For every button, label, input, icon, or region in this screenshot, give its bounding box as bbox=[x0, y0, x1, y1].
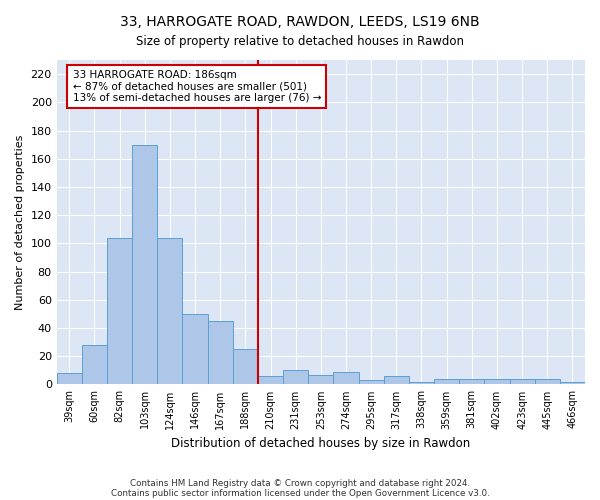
Bar bbox=[484, 379, 509, 384]
Y-axis label: Number of detached properties: Number of detached properties bbox=[15, 134, 25, 310]
Bar bbox=[535, 379, 560, 384]
X-axis label: Distribution of detached houses by size in Rawdon: Distribution of detached houses by size … bbox=[171, 437, 470, 450]
Bar bbox=[283, 370, 308, 384]
Bar bbox=[384, 376, 409, 384]
Text: Size of property relative to detached houses in Rawdon: Size of property relative to detached ho… bbox=[136, 35, 464, 48]
Bar bbox=[233, 349, 258, 384]
Bar bbox=[107, 238, 132, 384]
Bar bbox=[459, 379, 484, 384]
Bar bbox=[434, 379, 459, 384]
Bar bbox=[409, 382, 434, 384]
Bar bbox=[157, 238, 182, 384]
Text: Contains HM Land Registry data © Crown copyright and database right 2024.: Contains HM Land Registry data © Crown c… bbox=[130, 478, 470, 488]
Text: 33 HARROGATE ROAD: 186sqm
← 87% of detached houses are smaller (501)
13% of semi: 33 HARROGATE ROAD: 186sqm ← 87% of detac… bbox=[73, 70, 321, 103]
Bar bbox=[308, 374, 334, 384]
Bar bbox=[334, 372, 359, 384]
Bar bbox=[509, 379, 535, 384]
Bar bbox=[132, 144, 157, 384]
Bar bbox=[182, 314, 208, 384]
Bar bbox=[359, 380, 384, 384]
Bar bbox=[208, 321, 233, 384]
Bar bbox=[258, 376, 283, 384]
Bar bbox=[56, 373, 82, 384]
Bar bbox=[560, 382, 585, 384]
Text: 33, HARROGATE ROAD, RAWDON, LEEDS, LS19 6NB: 33, HARROGATE ROAD, RAWDON, LEEDS, LS19 … bbox=[120, 15, 480, 29]
Text: Contains public sector information licensed under the Open Government Licence v3: Contains public sector information licen… bbox=[110, 488, 490, 498]
Bar bbox=[82, 345, 107, 385]
